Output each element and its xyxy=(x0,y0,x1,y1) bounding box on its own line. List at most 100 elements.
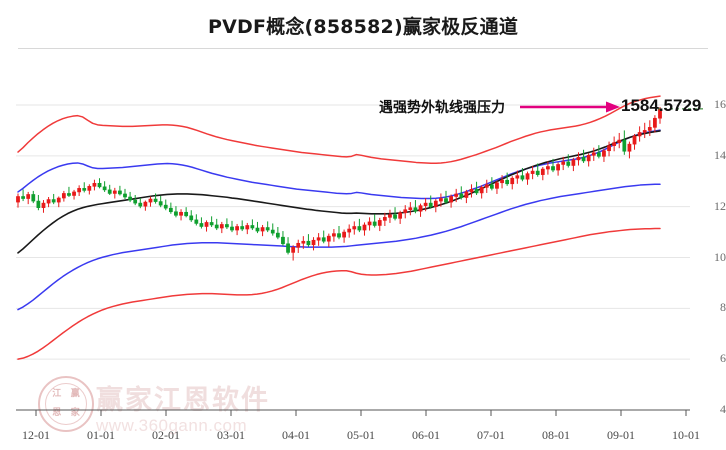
x-axis-tick-label: 04-01 xyxy=(282,428,310,442)
y-axis-tick-label: 600 xyxy=(720,351,726,366)
candle-body xyxy=(627,143,632,152)
candle-body xyxy=(535,170,540,175)
candle-body xyxy=(393,214,397,219)
candle-body xyxy=(413,207,418,212)
candle-body xyxy=(388,214,392,218)
candle-body xyxy=(209,222,214,226)
candle-body xyxy=(581,157,586,162)
candle-body xyxy=(214,224,219,229)
candle-body xyxy=(97,182,102,188)
candle-body xyxy=(168,207,173,213)
candle-body xyxy=(67,193,71,196)
candle-body xyxy=(77,188,82,193)
series-line-outer-lower-band xyxy=(17,227,661,360)
x-axis-tick-label: 02-01 xyxy=(152,428,180,442)
x-axis-tick-label: 03-01 xyxy=(217,428,245,442)
series-line-inner-lower-band xyxy=(17,183,661,311)
candle-body xyxy=(495,182,499,189)
candle-body xyxy=(92,182,97,187)
candle-body xyxy=(479,187,484,194)
last-price-label: 1584.5729 xyxy=(621,96,702,115)
series-line-outer-upper-band xyxy=(17,95,661,164)
candle-body xyxy=(128,196,132,201)
candle-body xyxy=(403,209,408,214)
candle-body xyxy=(647,127,652,131)
candle-body xyxy=(469,189,474,193)
candle-body xyxy=(515,175,520,179)
candle-body xyxy=(143,201,148,207)
candle-body xyxy=(265,227,270,231)
candle-body xyxy=(326,235,331,242)
page-title: PVDF概念(858582)赢家极反通道 xyxy=(207,16,519,38)
candle-body xyxy=(148,198,153,203)
candle-body xyxy=(61,193,66,199)
candle-body xyxy=(189,215,194,221)
candle-body xyxy=(56,197,61,203)
candle-body xyxy=(607,145,611,152)
candle-body xyxy=(530,170,535,174)
candle-body xyxy=(107,189,112,194)
candle-body xyxy=(270,229,275,234)
candle-body xyxy=(230,226,234,231)
candle-body xyxy=(46,199,51,204)
candle-body xyxy=(362,224,367,231)
candle-body xyxy=(602,150,606,157)
candle-body xyxy=(632,135,637,145)
x-axis-tick-label: 09-01 xyxy=(607,428,635,442)
grid-layer xyxy=(16,104,690,411)
candle-body xyxy=(352,226,357,230)
candle-body xyxy=(505,179,510,185)
candlestick-layer xyxy=(16,107,662,261)
candle-body xyxy=(551,166,555,171)
candle-body xyxy=(510,177,515,185)
candle-body xyxy=(576,157,581,161)
candle-body xyxy=(158,201,163,206)
candle-body xyxy=(118,190,122,195)
candle-body xyxy=(439,198,443,202)
x-axis-tick-label: 10-01 xyxy=(672,428,700,442)
candle-body xyxy=(306,240,311,246)
candle-body xyxy=(163,204,168,209)
candle-body xyxy=(398,212,403,219)
y-axis-tick-label: 1400 xyxy=(714,147,726,162)
candle-body xyxy=(102,186,107,191)
candle-body xyxy=(36,200,41,208)
candle-body xyxy=(281,236,285,245)
y-axis-tick-label: 400 xyxy=(720,402,726,416)
candle-body xyxy=(637,132,642,137)
candle-body xyxy=(316,237,321,241)
candle-body xyxy=(484,184,489,188)
candle-body xyxy=(41,202,46,208)
y-axis-tick-label: 1000 xyxy=(714,249,726,264)
candle-body xyxy=(255,227,260,232)
y-axis-tick-label: 1200 xyxy=(714,198,726,213)
annotation-text: 遇强势外轨线强压力 xyxy=(379,100,505,116)
candle-body xyxy=(525,173,530,180)
candle-body xyxy=(31,194,36,202)
candle-body xyxy=(474,189,479,194)
candle-body xyxy=(418,205,423,212)
candle-body xyxy=(26,194,31,199)
candle-body xyxy=(138,202,143,207)
candle-body xyxy=(204,222,209,227)
annotation-arrow-layer xyxy=(520,101,620,113)
candle-body xyxy=(617,139,622,143)
candle-body xyxy=(82,188,87,191)
candle-body xyxy=(540,168,545,175)
candle-body xyxy=(546,166,550,170)
candle-body xyxy=(428,202,433,207)
candle-body xyxy=(454,193,459,197)
candle-body xyxy=(408,207,413,211)
candle-body xyxy=(240,226,245,230)
x-axis-tick-label: 05-01 xyxy=(347,428,375,442)
candle-body xyxy=(342,231,346,238)
candle-body xyxy=(520,175,525,180)
candle-body xyxy=(566,161,571,166)
candle-body xyxy=(199,223,204,227)
candle-body xyxy=(225,224,229,228)
candle-body xyxy=(449,196,453,203)
candle-body xyxy=(464,191,469,198)
candle-body xyxy=(332,233,336,237)
